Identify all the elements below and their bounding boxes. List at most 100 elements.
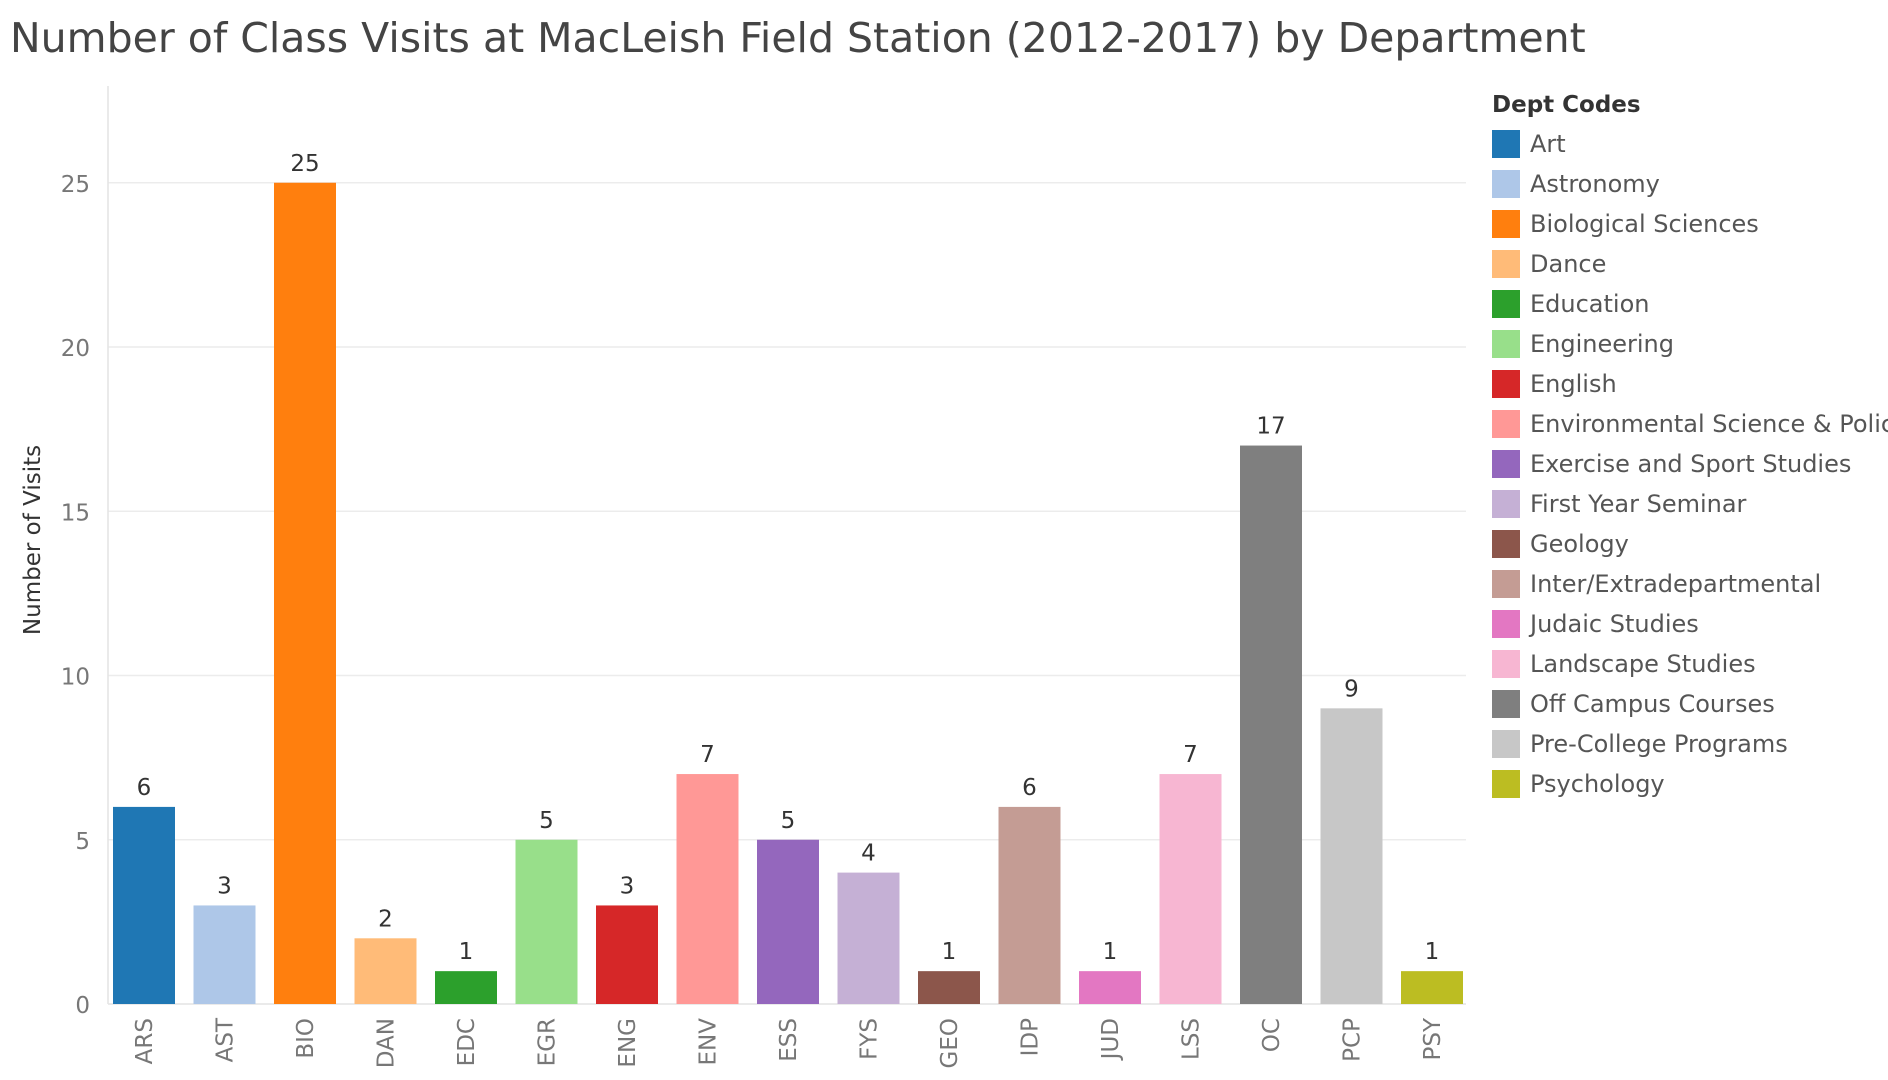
x-tick-label: ENG [615, 1018, 641, 1068]
legend-swatch [1492, 530, 1520, 558]
legend-item[interactable]: Judaic Studies [1492, 604, 1888, 644]
bar-egr[interactable] [515, 839, 578, 1004]
legend-label: Dance [1530, 250, 1607, 278]
y-tick-label: 10 [61, 665, 90, 691]
bar-fys[interactable] [837, 872, 900, 1004]
x-tick-label: DAN [374, 1018, 400, 1068]
bar-ess[interactable] [757, 839, 819, 1004]
legend-item[interactable]: Landscape Studies [1492, 644, 1888, 684]
bar-jud[interactable] [1079, 971, 1141, 1004]
legend-item[interactable]: Biological Sciences [1492, 204, 1888, 244]
x-tick-label: LSS [1179, 1018, 1205, 1060]
y-axis-label: Number of Visits [20, 445, 46, 635]
x-tick-label: ESS [776, 1018, 802, 1062]
legend-item[interactable]: Off Campus Courses [1492, 684, 1888, 724]
data-label: 7 [700, 742, 715, 768]
legend-swatch [1492, 570, 1520, 598]
bars [113, 182, 1463, 1004]
legend-swatch [1492, 610, 1520, 638]
legend-label: Biological Sciences [1530, 210, 1759, 238]
y-tick-label: 15 [61, 500, 90, 526]
legend-label: First Year Seminar [1530, 490, 1747, 518]
legend-item[interactable]: Engineering [1492, 324, 1888, 364]
legend-swatch [1492, 250, 1520, 278]
x-tick-label: GEO [937, 1018, 963, 1068]
legend-label: Exercise and Sport Studies [1530, 450, 1852, 478]
legend-item[interactable]: Inter/Extradepartmental [1492, 564, 1888, 604]
bar-dan[interactable] [354, 938, 417, 1004]
legend-swatch [1492, 130, 1520, 158]
data-label: 2 [378, 906, 393, 932]
data-label: 5 [539, 808, 554, 834]
legend-swatch [1492, 330, 1520, 358]
x-tick-label: JUD [1098, 1018, 1124, 1061]
bar-pcp[interactable] [1320, 708, 1383, 1004]
legend-title: Dept Codes [1492, 92, 1641, 118]
bar-eng[interactable] [596, 905, 658, 1004]
data-label: 4 [861, 841, 876, 867]
data-label: 1 [1103, 939, 1118, 965]
data-label: 3 [217, 873, 232, 899]
legend: Dept Codes Art Astronomy Biological Scienc… [1492, 92, 1888, 804]
x-tick-label: OC [1259, 1018, 1285, 1052]
legend-swatch [1492, 370, 1520, 398]
legend-swatch [1492, 770, 1520, 798]
legend-swatch [1492, 290, 1520, 318]
legend-item[interactable]: Dance [1492, 244, 1888, 284]
bar-ars[interactable] [113, 806, 175, 1004]
bar-ast[interactable] [193, 905, 256, 1004]
data-label: 25 [290, 151, 319, 177]
data-label: 3 [620, 873, 635, 899]
bar-bio[interactable] [274, 182, 336, 1004]
legend-item[interactable]: Geology [1492, 524, 1888, 564]
legend-swatch [1492, 410, 1520, 438]
legend-item[interactable]: Exercise and Sport Studies [1492, 444, 1888, 484]
legend-label: Art [1530, 130, 1566, 158]
legend-label: Inter/Extradepartmental [1530, 570, 1822, 598]
x-tick-label: ARS [132, 1018, 158, 1064]
x-tick-label: BIO [293, 1018, 319, 1059]
data-label: 6 [137, 775, 152, 801]
legend-label: Off Campus Courses [1530, 690, 1775, 718]
legend-item[interactable]: Pre-College Programs [1492, 724, 1888, 764]
x-tick-label: EGR [535, 1018, 561, 1066]
bar-psy[interactable] [1401, 971, 1463, 1004]
legend-label: Environmental Science & Policy [1530, 410, 1888, 438]
legend-label: Education [1530, 290, 1650, 318]
bar-geo[interactable] [918, 971, 980, 1004]
legend-item[interactable]: Education [1492, 284, 1888, 324]
data-label: 1 [942, 939, 957, 965]
y-tick-label: 0 [75, 993, 90, 1019]
data-label: 17 [1256, 414, 1285, 440]
legend-swatch [1492, 650, 1520, 678]
bar-idp[interactable] [998, 806, 1061, 1004]
bar-lss[interactable] [1159, 774, 1222, 1004]
legend-label: Engineering [1530, 330, 1674, 358]
legend-label: Astronomy [1530, 170, 1660, 198]
data-label: 9 [1344, 676, 1359, 702]
legend-label: English [1530, 370, 1617, 398]
legend-item[interactable]: Art [1492, 124, 1888, 164]
legend-item[interactable]: First Year Seminar [1492, 484, 1888, 524]
data-labels: 6 ARS 3 AST 25 BIO 2 DAN 1 EDC 5 EGR 3 ENG 7 ENV 5 ESS 4 FY… [132, 151, 1446, 1069]
data-label: 1 [1425, 939, 1440, 965]
bar-edc[interactable] [435, 971, 497, 1004]
x-tick-label: AST [213, 1017, 239, 1062]
legend-swatch [1492, 210, 1520, 238]
x-tick-label: PSY [1420, 1017, 1446, 1060]
data-label: 7 [1183, 742, 1198, 768]
legend-label: Landscape Studies [1530, 650, 1756, 678]
legend-item[interactable]: English [1492, 364, 1888, 404]
bar-env[interactable] [676, 774, 739, 1004]
bar-oc[interactable] [1240, 445, 1302, 1004]
legend-swatch [1492, 690, 1520, 718]
legend-swatch [1492, 490, 1520, 518]
x-tick-label: PCP [1340, 1018, 1366, 1062]
legend-item[interactable]: Psychology [1492, 764, 1888, 804]
legend-label: Judaic Studies [1530, 610, 1699, 638]
legend-item[interactable]: Environmental Science & Policy [1492, 404, 1888, 444]
legend-label: Pre-College Programs [1530, 730, 1788, 758]
legend-swatch [1492, 170, 1520, 198]
legend-item[interactable]: Astronomy [1492, 164, 1888, 204]
